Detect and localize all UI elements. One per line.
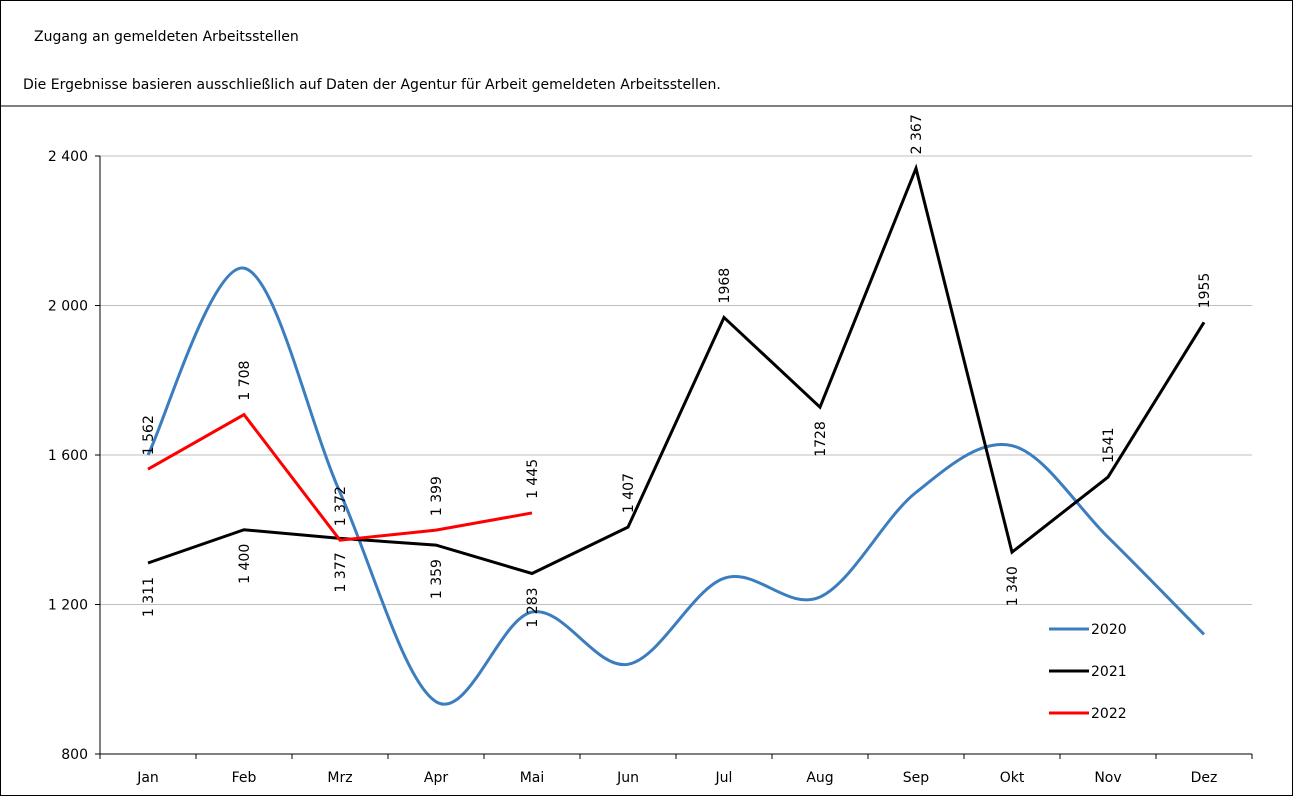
- x-tick-label: Mai: [520, 770, 545, 786]
- series-line: [147, 163, 1206, 576]
- data-label: 2 367: [909, 114, 925, 154]
- data-label: 1955: [1197, 273, 1213, 309]
- x-tick-label: Jul: [715, 770, 733, 786]
- x-tick-label: Aug: [806, 770, 833, 786]
- data-label: 1728: [813, 421, 829, 457]
- x-tick-label: Jan: [136, 770, 159, 786]
- x-tick-label: Okt: [1000, 770, 1025, 786]
- x-tick-label: Nov: [1094, 770, 1121, 786]
- data-label: 1 445: [525, 459, 541, 499]
- series-line: [146, 266, 1206, 706]
- series-line: [147, 412, 533, 542]
- data-label: 1 377: [333, 552, 349, 592]
- data-label: 1 359: [429, 559, 445, 599]
- data-label: 1 708: [237, 361, 253, 401]
- x-tick-label: Apr: [424, 770, 448, 786]
- x-tick-label: Dez: [1191, 770, 1218, 786]
- data-label: 1 562: [141, 415, 157, 455]
- x-tick-label: Mrz: [327, 770, 352, 786]
- data-label: 1968: [717, 268, 733, 304]
- data-label: 1 407: [621, 473, 637, 513]
- y-tick-label: 800: [61, 747, 88, 763]
- x-tick-label: Sep: [903, 770, 930, 786]
- legend-label: 2020: [1091, 622, 1127, 638]
- data-label: 1 340: [1005, 566, 1021, 606]
- data-label: 1541: [1101, 427, 1117, 463]
- x-tick-label: Feb: [232, 770, 257, 786]
- y-tick-label: 1 600: [48, 448, 88, 464]
- y-tick-label: 2 000: [48, 299, 88, 315]
- x-tick-label: Jun: [616, 770, 639, 786]
- y-tick-label: 2 400: [48, 149, 88, 165]
- data-label: 1 399: [429, 476, 445, 516]
- title: Zugang an gemeldeten Arbeitsstellen: [34, 29, 299, 45]
- data-label: 1 311: [141, 577, 157, 617]
- subtitle: Die Ergebnisse basieren ausschließlich a…: [23, 77, 721, 93]
- legend-label: 2022: [1091, 706, 1127, 722]
- legend-label: 2021: [1091, 664, 1127, 680]
- y-tick-label: 1 200: [48, 598, 88, 614]
- data-label: 1 400: [237, 544, 253, 584]
- data-label: 1 283: [525, 587, 541, 627]
- data-label: 1 372: [333, 486, 349, 526]
